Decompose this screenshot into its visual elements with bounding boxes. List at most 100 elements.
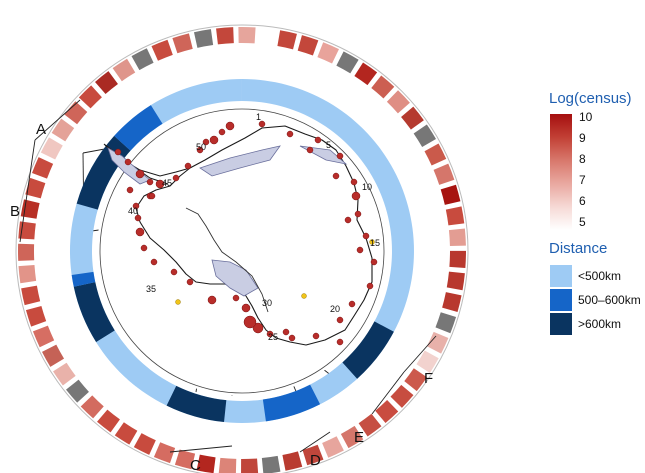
census-tick-label: 6	[579, 194, 586, 208]
census-bar	[196, 454, 216, 473]
distance-segment	[310, 362, 358, 405]
connector-line	[371, 371, 405, 415]
census-bar	[358, 413, 382, 437]
highlight-site-marker	[301, 293, 307, 299]
colony-site-marker	[132, 202, 140, 210]
census-bar	[440, 184, 461, 205]
census-bar	[336, 51, 359, 74]
distance-label: >600km	[578, 317, 622, 331]
distance-segment	[342, 321, 394, 379]
connector-line	[403, 335, 437, 373]
census-bar	[174, 449, 196, 470]
census-bar	[172, 33, 193, 54]
site-number-label: 40	[128, 206, 138, 216]
census-bar	[433, 163, 455, 185]
site-number-label: 25	[268, 332, 278, 342]
census-bar	[42, 344, 65, 367]
colony-site-marker	[336, 338, 344, 346]
census-bar	[241, 458, 259, 473]
colony-site-marker	[366, 282, 374, 290]
census-bar	[40, 137, 63, 160]
colony-site-marker	[140, 244, 148, 252]
census-bar	[151, 39, 173, 61]
colony-site-marker	[288, 334, 296, 342]
colony-site-marker	[370, 258, 378, 266]
colony-site-marker	[286, 130, 294, 138]
census-bar	[218, 457, 237, 473]
census-tick-label: 7	[579, 173, 586, 187]
connector-line	[169, 445, 233, 453]
colony-site-marker	[362, 232, 370, 240]
site-number-label: 10	[362, 182, 372, 192]
census-bar	[238, 27, 256, 44]
distance-segment	[166, 385, 227, 423]
sector-label: D	[310, 452, 321, 469]
colony-site-marker	[172, 174, 180, 182]
census-bar	[153, 442, 176, 464]
colony-site-marker	[170, 268, 178, 276]
census-bar	[442, 292, 462, 313]
distance-segment	[114, 105, 163, 151]
census-tick-label: 5	[579, 215, 586, 229]
distance-segment	[71, 271, 96, 287]
antarctica-map	[97, 106, 387, 396]
census-bar	[25, 177, 46, 199]
colony-site-marker	[356, 246, 364, 254]
distance-segment	[73, 282, 115, 343]
colony-site-marker	[266, 330, 274, 338]
ice-shelf	[211, 259, 259, 297]
colony-site-marker	[314, 136, 322, 144]
distance-segment	[262, 384, 321, 422]
distance-legend-title: Distance	[549, 240, 608, 257]
highlight-site-marker	[369, 239, 375, 245]
census-bar	[32, 325, 55, 348]
census-bar	[416, 350, 439, 373]
census-bar	[66, 379, 89, 403]
census-bar	[18, 265, 37, 284]
census-bar	[193, 29, 214, 48]
site-number-label: 30	[262, 298, 272, 308]
census-bar	[53, 362, 76, 386]
sector-label: F	[424, 370, 433, 387]
census-ring	[15, 24, 469, 473]
highlight-site-marker	[175, 299, 181, 305]
census-bar	[261, 455, 281, 473]
colony-site-marker	[196, 146, 204, 154]
census-bar	[64, 101, 88, 125]
colony-site-marker	[282, 328, 290, 336]
census-bar	[317, 42, 339, 64]
colony-site-marker	[114, 148, 122, 156]
latitude-circle	[99, 108, 385, 394]
census-bar	[340, 425, 364, 449]
colony-site-marker	[344, 216, 352, 224]
census-bar	[25, 305, 47, 327]
census-bar	[51, 118, 75, 142]
census-bar	[445, 206, 465, 226]
census-bar	[449, 250, 466, 269]
sector-label: C	[190, 457, 201, 473]
census-bar	[131, 48, 154, 71]
census-bar	[297, 35, 319, 56]
census-legend-title: Log(census)	[549, 90, 632, 107]
site-number-label: 5	[326, 140, 331, 150]
census-tick-label: 10	[579, 110, 593, 124]
sector-label: B	[10, 203, 20, 220]
colony-site-marker	[258, 120, 266, 128]
distance-swatch	[550, 265, 572, 287]
distance-label: 500–600km	[578, 293, 641, 307]
census-bar	[95, 71, 118, 95]
census-bar	[18, 243, 35, 261]
census-bar	[21, 285, 41, 306]
colony-site-marker	[348, 300, 356, 308]
site-number-label: 15	[370, 238, 380, 248]
colony-site-marker	[241, 303, 251, 313]
colony-site-marker	[354, 210, 362, 218]
site-number-label: 20	[330, 304, 340, 314]
site-number-label: 1	[256, 112, 261, 122]
colony-site-marker	[336, 316, 344, 324]
census-bar	[354, 62, 378, 86]
colony-site-marker	[225, 121, 235, 131]
census-bar	[371, 75, 395, 99]
